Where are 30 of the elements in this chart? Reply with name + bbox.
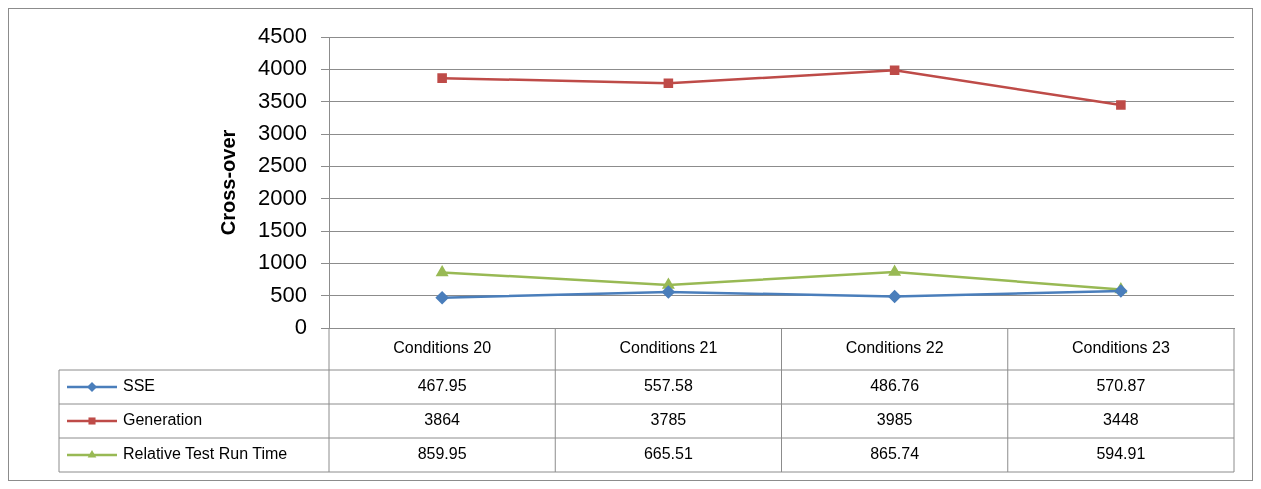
data-label: 665.51 [643,445,693,463]
data-label: 3985 [876,411,913,429]
legend-label: Generation [123,411,203,429]
data-label: 3785 [650,411,687,429]
y-axis-title: Cross-over [216,129,239,236]
data-label: 570.87 [1096,377,1146,395]
data-label: 467.95 [417,377,467,395]
y-tick-label: 4000 [258,55,307,81]
data-label: 865.74 [870,445,920,463]
y-tick-label: 500 [270,281,307,307]
y-tick-label: 4500 [258,23,307,49]
x-tick-label: Conditions 20 [393,339,492,357]
data-label: 557.58 [643,377,693,395]
data-label: 3448 [1103,411,1139,429]
data-label: 486.76 [870,377,920,395]
x-tick-label: Conditions 22 [845,339,944,357]
y-tick-label: 1500 [258,217,307,243]
legend-label: SSE [123,377,156,395]
y-tick-label: 3500 [258,87,307,113]
y-tick-label: 2000 [258,184,307,210]
y-tick-label: 2500 [258,152,307,178]
y-tick-label: 3000 [258,120,307,146]
y-tick-label: 0 [294,314,307,340]
data-label: 859.95 [417,445,467,463]
y-tick-label: 1000 [258,249,307,275]
data-label: 594.91 [1096,445,1146,463]
x-tick-label: Conditions 23 [1071,339,1170,357]
x-tick-label: Conditions 21 [619,339,718,357]
legend-label: Relative Test Run Time [123,445,288,463]
data-label: 3864 [424,411,461,429]
